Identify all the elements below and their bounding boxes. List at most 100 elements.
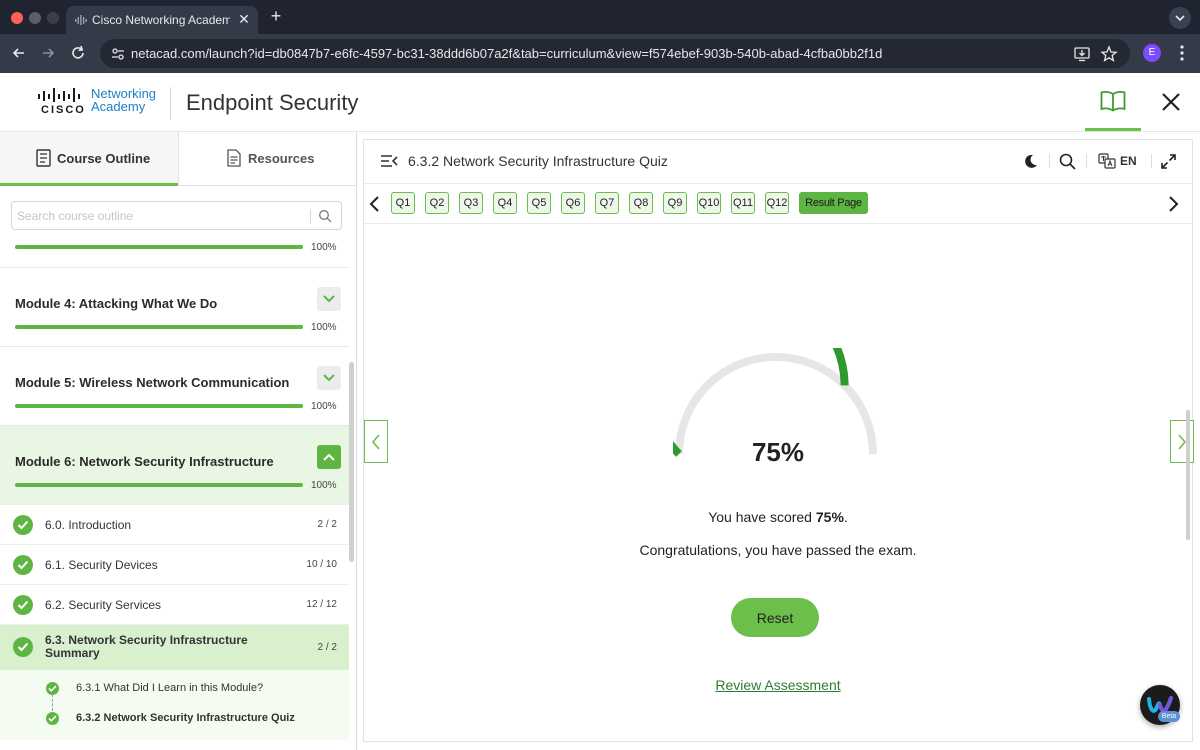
outline-search — [11, 201, 342, 230]
window-zoom-dot[interactable] — [47, 12, 59, 24]
new-tab-icon[interactable]: + — [270, 6, 282, 26]
lesson-item[interactable]: 6.2. Security Services 12 / 12 — [0, 584, 349, 624]
logo-cisco-text: CISCO — [41, 104, 86, 116]
back-icon[interactable] — [9, 43, 29, 63]
close-icon[interactable] — [1157, 88, 1185, 116]
question-button[interactable]: Q5 — [527, 192, 551, 214]
tab-resources[interactable]: Resources — [178, 132, 356, 186]
question-button[interactable]: Q12 — [765, 192, 789, 214]
cisco-bars-icon — [38, 88, 80, 102]
lesson-item[interactable]: 6.0. Introduction 2 / 2 — [0, 504, 349, 544]
previous-page-button[interactable] — [364, 420, 388, 463]
module-progress-label: 100% — [311, 401, 337, 412]
question-button[interactable]: Q6 — [561, 192, 585, 214]
chevron-left-icon[interactable] — [367, 194, 383, 214]
course-outline-list: 100% Module 4: Attacking What We Do 100%… — [0, 236, 349, 750]
module-title: Module 4: Attacking What We Do — [15, 296, 218, 311]
score-suffix: . — [843, 509, 848, 525]
result-page-button[interactable]: Result Page — [799, 192, 868, 214]
search-icon[interactable] — [1059, 153, 1076, 170]
window-minimize-dot[interactable] — [29, 12, 41, 24]
module-title: Module 5: Wireless Network Communication — [15, 375, 290, 390]
chevron-left-icon — [371, 434, 380, 450]
subitem-6-3-2[interactable]: 6.3.2 Network Security Infrastructure Qu… — [0, 703, 349, 733]
toolbar-divider — [1151, 154, 1152, 168]
kebab-icon[interactable] — [1172, 43, 1192, 63]
lesson-item-active[interactable]: 6.3. Network Security Infrastructure Sum… — [0, 624, 349, 670]
module-5[interactable]: Module 5: Wireless Network Communication… — [0, 346, 349, 425]
reset-button[interactable]: Reset — [731, 598, 819, 637]
tab-close-icon[interactable]: ✕ — [238, 11, 250, 27]
language-selector[interactable]: EN — [1098, 152, 1144, 170]
module-collapse-button[interactable] — [317, 445, 341, 469]
chevron-right-icon[interactable] — [1165, 194, 1181, 214]
install-icon[interactable] — [1073, 45, 1091, 63]
score-percentage: 75% — [751, 437, 805, 467]
lesson-title: 6.3. Network Security Infrastructure Sum… — [45, 633, 248, 660]
cisco-favicon-icon — [75, 15, 87, 25]
course-book-button[interactable] — [1085, 73, 1141, 131]
subitem-6-3-1[interactable]: 6.3.1 What Did I Learn in this Module? — [0, 673, 349, 703]
moon-icon[interactable] — [1022, 153, 1039, 170]
completed-check-icon — [13, 595, 33, 615]
congratulations-message: Congratulations, you have passed the exa… — [639, 542, 917, 558]
lesson-title: 6.2. Security Services — [45, 598, 162, 612]
subitem-connector — [52, 694, 53, 711]
completed-check-icon — [46, 712, 59, 725]
star-icon[interactable] — [1100, 45, 1118, 63]
review-assessment-text[interactable]: Review Assessment — [715, 677, 841, 693]
module-progress-bar — [15, 325, 303, 329]
next-page-button[interactable] — [1170, 420, 1194, 463]
menu-collapse-icon[interactable] — [380, 153, 398, 169]
module-6[interactable]: Module 6: Network Security Infrastructur… — [0, 425, 349, 504]
module-progress-label: 100% — [311, 480, 337, 491]
quiz-title: 6.3.2 Network Security Infrastructure Qu… — [408, 153, 668, 169]
question-button[interactable]: Q11 — [731, 192, 755, 214]
lesson-title: 6.0. Introduction — [45, 518, 132, 532]
webex-assistant-button[interactable]: Beta — [1140, 685, 1180, 725]
completed-check-icon — [46, 682, 59, 695]
chevron-down-icon — [323, 295, 335, 303]
window-close-dot[interactable] — [11, 12, 23, 24]
search-divider — [310, 209, 311, 224]
translate-icon — [1098, 153, 1116, 169]
tab-search-button[interactable] — [1169, 7, 1191, 29]
outline-list-icon — [36, 149, 51, 167]
expand-icon[interactable] — [1160, 153, 1177, 170]
tab-course-outline[interactable]: Course Outline — [0, 132, 178, 186]
question-button[interactable]: Q2 — [425, 192, 449, 214]
gauge-track — [675, 353, 877, 455]
logo-academy-text: Networking Academy — [91, 87, 156, 113]
question-button[interactable]: Q9 — [663, 192, 687, 214]
question-button[interactable]: Q10 — [697, 192, 721, 214]
content-scrollbar[interactable] — [1186, 410, 1190, 540]
app-header: CISCO Networking Academy Endpoint Securi… — [0, 73, 1200, 132]
tab-course-outline-label: Course Outline — [57, 151, 151, 166]
question-button[interactable]: Q4 — [493, 192, 517, 214]
reload-icon[interactable] — [68, 43, 88, 63]
question-button[interactable]: Q7 — [595, 192, 619, 214]
tab-resources-label: Resources — [248, 151, 315, 166]
browser-tab[interactable]: Cisco Networking Academy: E ✕ — [66, 6, 258, 34]
sidebar-tabs: Course Outline Resources — [0, 132, 356, 186]
search-input[interactable] — [17, 207, 302, 225]
sidebar-scrollbar[interactable] — [349, 362, 354, 562]
question-button[interactable]: Q8 — [629, 192, 653, 214]
forward-icon[interactable] — [38, 43, 58, 63]
module-4[interactable]: Module 4: Attacking What We Do 100% — [0, 267, 349, 346]
module-expand-button[interactable] — [317, 287, 341, 311]
browser-tab-title: Cisco Networking Academy: E — [92, 13, 230, 27]
question-button[interactable]: Q3 — [459, 192, 483, 214]
profile-avatar[interactable]: E — [1143, 44, 1161, 62]
chevron-down-icon — [323, 374, 335, 382]
lesson-item[interactable]: 6.1. Security Devices 10 / 10 — [0, 544, 349, 584]
logo-line-1: Networking — [91, 86, 157, 101]
review-assessment-link: Review Assessment — [364, 677, 1192, 693]
search-icon[interactable] — [318, 209, 332, 223]
module-expand-button[interactable] — [317, 366, 341, 390]
cisco-networking-academy-logo[interactable]: CISCO Networking Academy — [37, 85, 162, 121]
completed-check-icon — [13, 555, 33, 575]
question-button[interactable]: Q1 — [391, 192, 415, 214]
address-bar[interactable]: netacad.com/launch?id=db0847b7-e6fc-4597… — [100, 39, 1130, 68]
site-info-icon[interactable] — [110, 46, 126, 62]
